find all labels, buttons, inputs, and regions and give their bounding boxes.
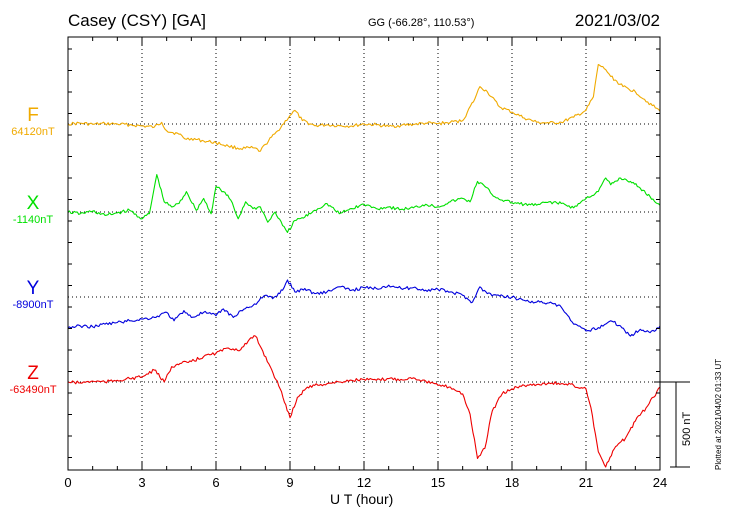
plotted-timestamp: Plotted at 2021/04/02 01:33 UT [714,358,723,470]
component-label-y: Y -8900nT [0,279,66,312]
scale-bar [654,381,690,468]
chart-grid [68,37,660,470]
series-line-y [67,279,661,337]
component-name: F [27,105,39,126]
component-label-f: F 64120nT [0,106,66,139]
chart-series [67,63,661,468]
x-tick-label: 9 [286,475,293,490]
x-tick-label: 12 [357,475,371,490]
scale-bar-label: 500 nT [681,411,693,446]
component-name: Y [26,278,40,299]
x-tick-label: 24 [653,475,667,490]
x-tick-label: 6 [212,475,219,490]
x-tick-label: 18 [505,475,519,490]
baseline-value: -8900nT [12,299,54,311]
station-title: Casey (CSY) [GA] [68,11,206,30]
x-axis-ticks: 0 3 6 9 12 15 18 21 24 [64,37,667,490]
x-axis-label: U T (hour) [330,491,394,507]
series-line-x [67,174,661,233]
x-tick-label: 0 [64,475,71,490]
x-tick-label: 15 [431,475,445,490]
baseline-value: -1140nT [12,214,54,226]
baseline-value: 64120nT [11,126,55,138]
plot-date: 2021/03/02 [574,11,660,30]
x-tick-label: 21 [579,475,593,490]
series-line-z [67,335,661,468]
component-label-z: Z -63490nT [0,364,66,397]
series-line-f [67,63,661,152]
x-tick-label: 3 [138,475,145,490]
component-label-x: X -1140nT [0,194,66,227]
component-name: X [26,193,40,214]
baseline-value: -63490nT [9,384,57,396]
geographic-coordinates: GG (-66.28°, 110.53°) [368,17,475,29]
component-name: Z [27,363,39,384]
